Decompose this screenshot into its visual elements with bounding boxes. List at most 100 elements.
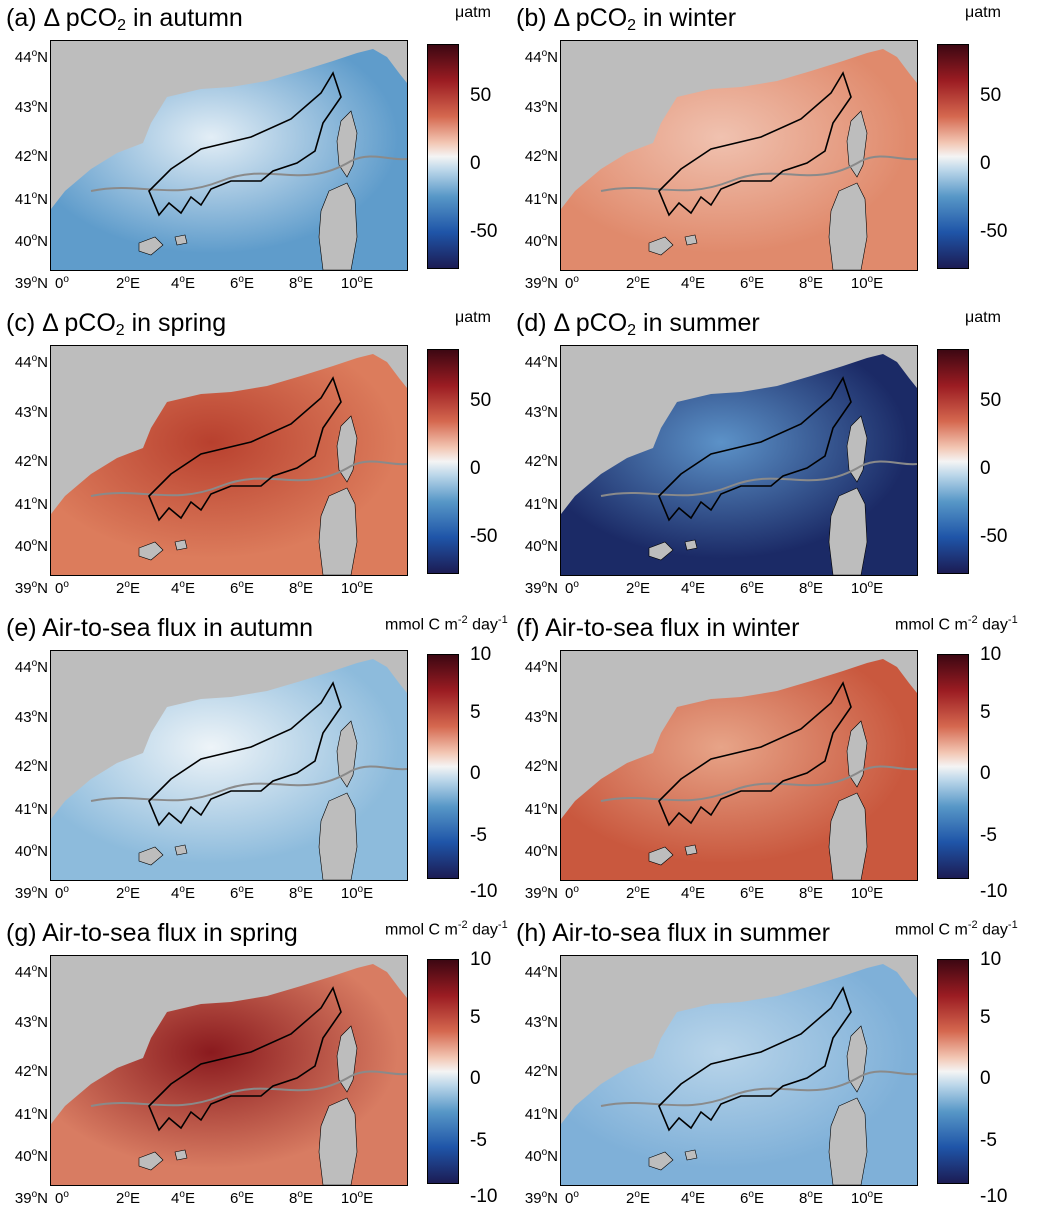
region-outline — [148, 71, 342, 217]
lon-dir: E — [753, 580, 764, 597]
lon-dir: E — [302, 1190, 313, 1207]
lon-tick-label: 4oE — [681, 274, 705, 292]
lat-dir: N — [37, 1190, 48, 1207]
lat-dir: N — [547, 233, 558, 250]
region-outline — [148, 376, 342, 522]
lat-deg: 41 — [524, 1106, 542, 1123]
mallorca-island — [138, 236, 164, 256]
title-text: (h) Air-to-sea flux in summer — [516, 919, 830, 947]
lat-deg: 42 — [14, 453, 32, 470]
degree-sign: o — [634, 1189, 640, 1200]
title-season: in winter — [636, 4, 737, 32]
lon-deg: 4 — [681, 580, 690, 597]
lon-deg: 8 — [289, 1190, 298, 1207]
lon-tick-label: 2oE — [626, 1189, 650, 1207]
unit-text: mmol C m — [895, 616, 968, 634]
degree-sign: o — [31, 757, 38, 768]
degree-sign: o — [297, 579, 303, 590]
colorbar-tick-label: 0 — [470, 763, 481, 784]
lon-deg: 8 — [289, 885, 298, 902]
unit-text: mmol C m — [385, 616, 458, 634]
degree-sign: o — [748, 579, 754, 590]
title-subscript: 2 — [117, 17, 127, 34]
lat-deg: 43 — [14, 1014, 32, 1031]
lat-dir: N — [547, 1063, 558, 1080]
degree-sign: o — [541, 495, 548, 506]
lat-tick-label: 43oN — [512, 98, 558, 116]
lon-dir: E — [243, 275, 254, 292]
degree-sign: o — [807, 1189, 813, 1200]
colorbar-tick-label: -10 — [980, 881, 1008, 902]
degree-sign: o — [867, 579, 874, 590]
colorbar-tick-label: 5 — [470, 702, 481, 723]
lat-deg: 39 — [524, 885, 542, 902]
unit-text: μatm — [965, 4, 1001, 21]
colorbar — [937, 959, 969, 1184]
lon-dir: E — [243, 580, 254, 597]
colorbar — [427, 349, 459, 574]
lon-dir: E — [873, 580, 884, 597]
degree-sign: o — [63, 579, 69, 590]
lat-deg: 41 — [524, 496, 542, 513]
degree-sign: o — [689, 579, 695, 590]
sardinia-island — [828, 792, 868, 880]
lat-dir: N — [547, 99, 558, 116]
lon-dir: E — [302, 275, 313, 292]
lat-tick-label: 40oN — [512, 537, 558, 555]
lon-deg: 0 — [565, 275, 574, 292]
colorbar-tick-label: -50 — [980, 221, 1008, 242]
degree-sign: o — [31, 232, 38, 243]
menorca-island — [684, 234, 698, 246]
degree-sign: o — [541, 757, 548, 768]
degree-sign: o — [541, 190, 548, 201]
lon-dir: E — [184, 885, 195, 902]
lon-dir: E — [129, 580, 140, 597]
unit-text: mmol C m — [385, 921, 458, 939]
map-area — [560, 955, 918, 1186]
lon-deg: 8 — [289, 275, 298, 292]
degree-sign: o — [31, 708, 38, 719]
lat-tick-label: 44oN — [512, 658, 558, 676]
lat-deg: 41 — [14, 496, 32, 513]
colorbar-unit: mmol C m-2 day-1 — [385, 919, 508, 939]
lat-deg: 40 — [14, 843, 32, 860]
unit-text-day: day — [977, 616, 1008, 634]
lon-deg: 8 — [799, 580, 808, 597]
lat-deg: 39 — [14, 580, 32, 597]
colorbar-tick-label: -10 — [470, 881, 498, 902]
lon-dir: E — [639, 275, 650, 292]
lon-deg: 2 — [626, 1190, 635, 1207]
lat-dir: N — [37, 1106, 48, 1123]
degree-sign: o — [31, 98, 38, 109]
title-text: (c) Δ pCO — [6, 309, 116, 337]
lat-dir: N — [547, 580, 558, 597]
lon-dir: E — [753, 275, 764, 292]
degree-sign: o — [807, 884, 813, 895]
unit-text: μatm — [965, 309, 1001, 326]
lat-dir: N — [37, 758, 48, 775]
sea-field — [51, 354, 407, 575]
degree-sign: o — [31, 1013, 38, 1024]
region-outline — [658, 986, 852, 1132]
degree-sign: o — [31, 353, 38, 364]
region-outline — [658, 71, 852, 217]
lon-dir: E — [753, 1190, 764, 1207]
lon-deg: 6 — [740, 885, 749, 902]
lat-tick-label: 41oN — [2, 190, 48, 208]
degree-sign: o — [31, 1105, 38, 1116]
lon-tick-label: 4oE — [681, 1189, 705, 1207]
panel-e: (e) Air-to-sea flux in autumn mmol C m-2 … — [0, 610, 520, 915]
lon-tick-label: 2oE — [116, 884, 140, 902]
lat-dir: N — [547, 275, 558, 292]
degree-sign: o — [238, 579, 244, 590]
lon-dir: E — [694, 580, 705, 597]
lat-tick-label: 41oN — [512, 1105, 558, 1123]
lat-deg: 44 — [14, 354, 32, 371]
lon-tick-label: 0o — [565, 1189, 579, 1207]
panel-title: (d) Δ pCO2 in summer — [516, 309, 760, 340]
degree-sign: o — [124, 884, 130, 895]
lat-dir: N — [547, 1014, 558, 1031]
lat-dir: N — [37, 538, 48, 555]
mallorca-island — [648, 236, 674, 256]
sea-field — [561, 49, 917, 270]
